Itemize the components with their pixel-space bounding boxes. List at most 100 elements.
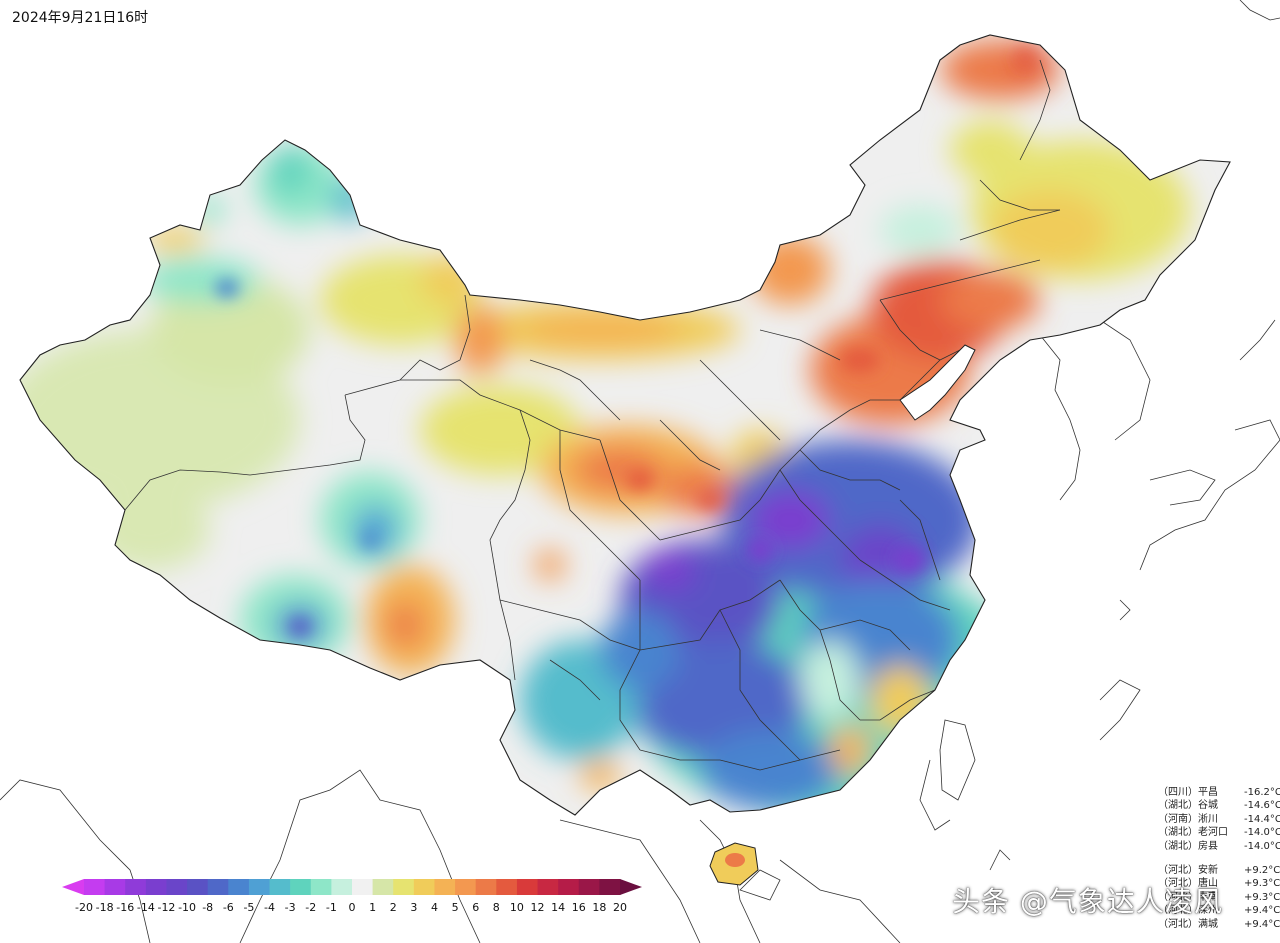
colorbar-segment: [496, 879, 518, 895]
station-row: （河南） 淅川 -14.4°C: [1158, 813, 1280, 826]
station-row: （四川） 平昌 -16.2°C: [1158, 786, 1280, 799]
colorbar-segment: [413, 879, 435, 895]
colorbar-arrow-max: [620, 879, 642, 895]
colorbar-segment: [228, 879, 250, 895]
colorbar-segment: [537, 879, 559, 895]
station-value: -14.0°C: [1244, 827, 1280, 839]
station-province: （河北）: [1158, 878, 1198, 890]
station-province: （四川）: [1158, 787, 1198, 798]
colorbar-segment: [599, 879, 621, 895]
station-row: （河北） 安新 +9.2°C: [1158, 864, 1280, 877]
station-row: （河北） 滦州 +9.4°C: [1158, 904, 1280, 917]
hainan-island: [709, 842, 759, 886]
colorbar-segment: [578, 879, 600, 895]
map-title: 2024年9月21日16时: [12, 10, 149, 26]
station-value: +9.3°C: [1244, 891, 1280, 903]
legend-tick-label: 8: [492, 901, 500, 914]
china-outline: [19, 34, 1231, 816]
legend-tick-label: 18: [592, 901, 607, 914]
colorbar-segment: [145, 879, 167, 895]
legend-tick-label: 12: [530, 901, 545, 914]
station-value: +9.3°C: [1244, 878, 1280, 890]
legend-tick-label: -20: [75, 901, 93, 914]
station-province: （河南）: [1158, 813, 1198, 825]
station-value: +9.4°C: [1244, 905, 1280, 917]
legend-tick-label: 10: [509, 901, 524, 914]
station-province: （河北）: [1158, 905, 1198, 917]
legend-tick-label: 0: [348, 901, 356, 914]
colorbar-segment: [248, 879, 271, 895]
station-row: （河北） 唐山 +9.3°C: [1158, 877, 1280, 890]
station-province: （湖北）: [1158, 827, 1198, 839]
legend-tick-label: -5: [243, 901, 255, 914]
legend-tick-label: -2: [305, 901, 317, 914]
legend-tick-label: -6: [222, 901, 234, 914]
station-name: 平昌: [1198, 787, 1218, 798]
legend-tick-label: 20: [613, 901, 627, 914]
station-province: （湖北）: [1158, 840, 1198, 852]
station-value: +9.2°C: [1244, 865, 1280, 877]
legend-tick-label: -16: [116, 901, 135, 914]
colorbar-segment: [434, 879, 456, 895]
legend-ticks: -20 -18 -16 -14 -12 -10 -8 -6 -5 -4 -3 -2 -1 0 1 2 3 4 5 6 8…: [62, 901, 642, 917]
colorbar-segment: [352, 879, 374, 895]
watermark: 头条 @气象达人凌风: [952, 885, 1223, 918]
station-name: 淅川: [1198, 813, 1218, 825]
colorbar-segment: [331, 879, 353, 895]
station-value: -14.6°C: [1244, 800, 1280, 812]
station-province: （湖北）: [1158, 800, 1198, 812]
bohai-coast: [899, 344, 976, 421]
station-extremes-list: （四川） 平昌 -16.2°C （湖北） 谷城 -14.6°C （河南） 淅川 …: [1158, 786, 1280, 931]
legend-tick-label: 2: [389, 901, 397, 914]
colorbar-segment: [125, 879, 147, 895]
station-row: （湖北） 房县 -14.0°C: [1158, 840, 1280, 853]
colorbar-segment: [372, 879, 394, 895]
legend-tick-label: -1: [325, 901, 337, 914]
station-province: （河北）: [1158, 918, 1198, 930]
colorbar-segment: [207, 879, 229, 895]
station-province: （河北）: [1158, 891, 1198, 903]
station-province: （河北）: [1158, 865, 1198, 877]
colorbar-segment: [455, 879, 477, 895]
legend-tick-label: 1: [369, 901, 377, 914]
legend-tick-label: 16: [571, 901, 586, 914]
station-row: （河北） 满城 +9.4°C: [1158, 918, 1280, 931]
legend-tick-label: 6: [472, 901, 480, 914]
colorbar: [62, 879, 642, 895]
station-value: -16.2°C: [1244, 787, 1280, 798]
station-name: 满城: [1198, 918, 1218, 930]
station-name: 房县: [1198, 840, 1218, 852]
color-legend: -20 -18 -16 -14 -12 -10 -8 -6 -5 -4 -3 -2 -1 0 1 2 3 4 5 6 8…: [62, 876, 642, 916]
station-name: 唐山: [1198, 878, 1218, 890]
legend-tick-label: -14: [136, 901, 155, 914]
colorbar-segment: [393, 879, 415, 895]
legend-tick-label: -4: [264, 901, 276, 914]
legend-tick-label: -12: [157, 901, 176, 914]
colorbar-segment: [269, 879, 291, 895]
colorbar-segment: [516, 879, 539, 895]
station-name: 谷城: [1198, 800, 1218, 812]
station-value: -14.4°C: [1244, 813, 1280, 825]
colorbar-segment: [290, 879, 312, 895]
station-row: （河北） 丰南 +9.3°C: [1158, 891, 1280, 904]
station-name: 老河口: [1198, 827, 1228, 839]
colorbar-segment: [187, 879, 209, 895]
legend-tick-label: -3: [284, 901, 296, 914]
legend-tick-label: -18: [95, 901, 114, 914]
legend-tick-label: -8: [202, 901, 214, 914]
colorbar-segment: [104, 879, 126, 895]
station-row: （湖北） 谷城 -14.6°C: [1158, 799, 1280, 812]
list-spacer: [1158, 853, 1280, 864]
colorbar-segment: [84, 879, 106, 895]
colorbar-arrow-min: [62, 879, 84, 895]
station-name: 滦州: [1198, 905, 1218, 917]
station-value: -14.0°C: [1244, 840, 1280, 852]
colorbar-segment: [475, 879, 497, 895]
station-row: （湖北） 老河口 -14.0°C: [1158, 826, 1280, 839]
province-boundaries: [124, 59, 1061, 771]
legend-tick-label: -10: [178, 901, 197, 914]
legend-tick-label: 5: [451, 901, 459, 914]
colorbar-segment: [166, 879, 188, 895]
